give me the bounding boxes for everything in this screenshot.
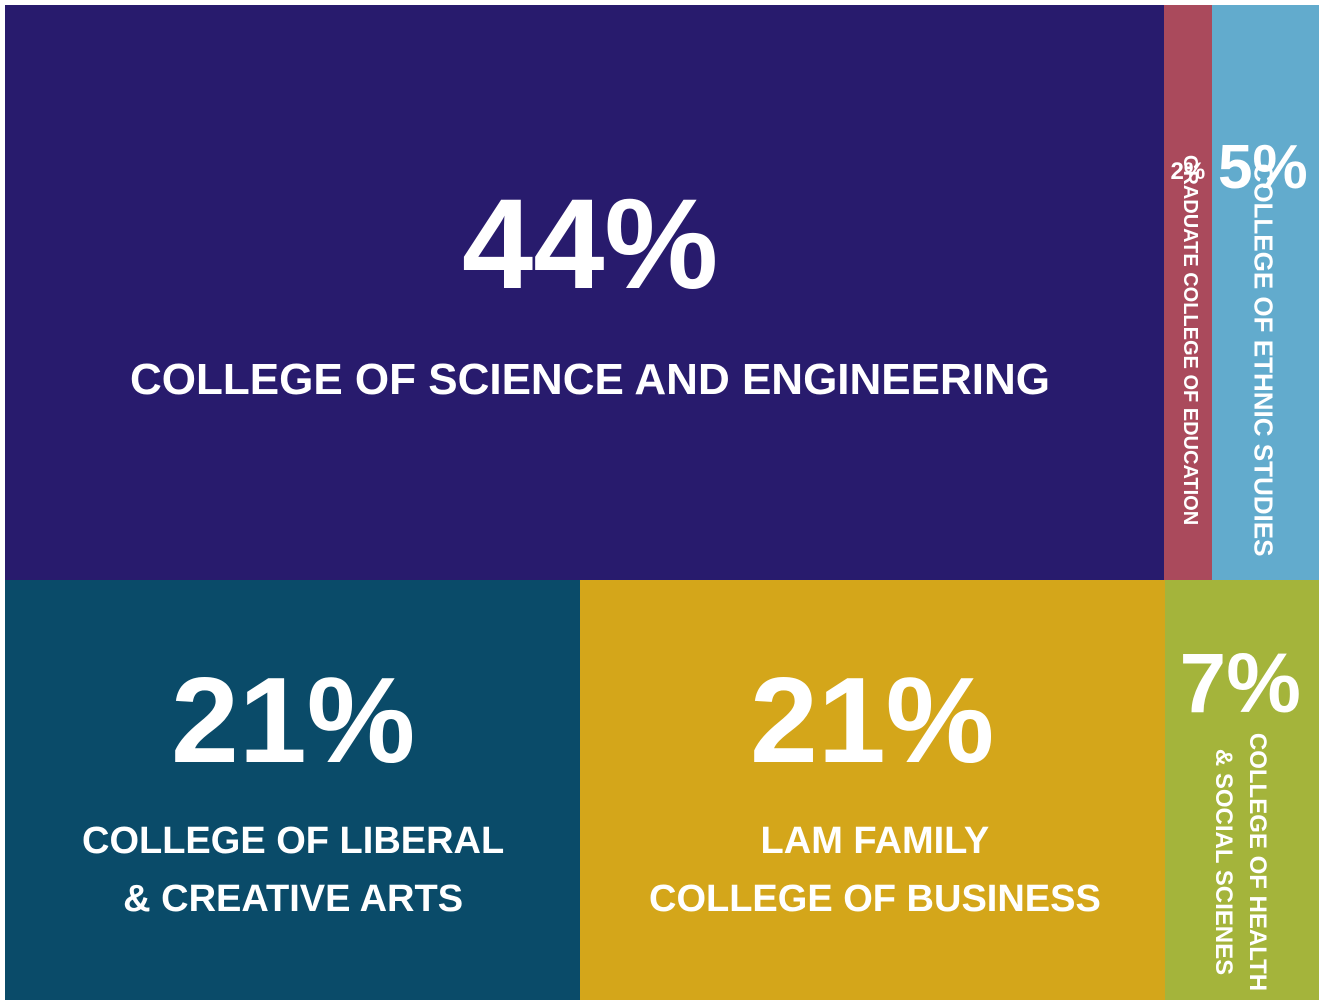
percent-label-gce: 2%: [1170, 158, 1206, 185]
category-label-line: COLLEGE OF HEALTH: [1244, 732, 1272, 992]
category-label-line: & CREATIVE ARTS: [123, 878, 464, 920]
category-label-gce: GRADUATE COLLEGE OF EDUCATION: [1178, 155, 1202, 525]
category-label-line: COLLEGE OF BUSINESS: [649, 878, 1101, 920]
percent-label-lfcb: 21%: [750, 652, 995, 788]
tile-lca: [5, 580, 580, 1000]
category-label-cse: COLLEGE OF SCIENCE AND ENGINEERING: [130, 351, 1050, 409]
category-label-line: COLLEGE OF LIBERAL: [82, 820, 505, 862]
category-label-line: & SOCIAL SCIENES: [1210, 748, 1238, 976]
category-label-line: GRADUATE COLLEGE OF EDUCATION: [1179, 154, 1202, 526]
percent-label-cse: 44%: [462, 173, 719, 316]
category-label-hss: COLLEGE OF HEALTH & SOCIAL SCIENES: [1206, 733, 1274, 991]
tile-hss: [1165, 580, 1319, 1000]
category-label-line: COLLEGE OF SCIENCE AND ENGINEERING: [130, 355, 1051, 404]
tile-es: [1212, 5, 1319, 580]
tile-cse: [5, 5, 1165, 580]
percent-label-lca: 21%: [171, 652, 416, 788]
percent-label-hss: 7%: [1179, 636, 1301, 730]
category-label-lfcb: LAM FAMILY COLLEGE OF BUSINESS: [649, 812, 1101, 928]
category-label-line: COLLEGE OF ETHNIC STUDIES: [1247, 163, 1278, 557]
category-label-line: LAM FAMILY: [760, 820, 990, 862]
percent-label-es: 5%: [1218, 133, 1308, 202]
tile-lfcb: [580, 580, 1165, 1000]
category-label-es: COLLEGE OF ETHNIC STUDIES: [1248, 164, 1278, 557]
category-label-lca: COLLEGE OF LIBERAL & CREATIVE ARTS: [82, 812, 504, 928]
tile-gce: [1164, 5, 1212, 580]
